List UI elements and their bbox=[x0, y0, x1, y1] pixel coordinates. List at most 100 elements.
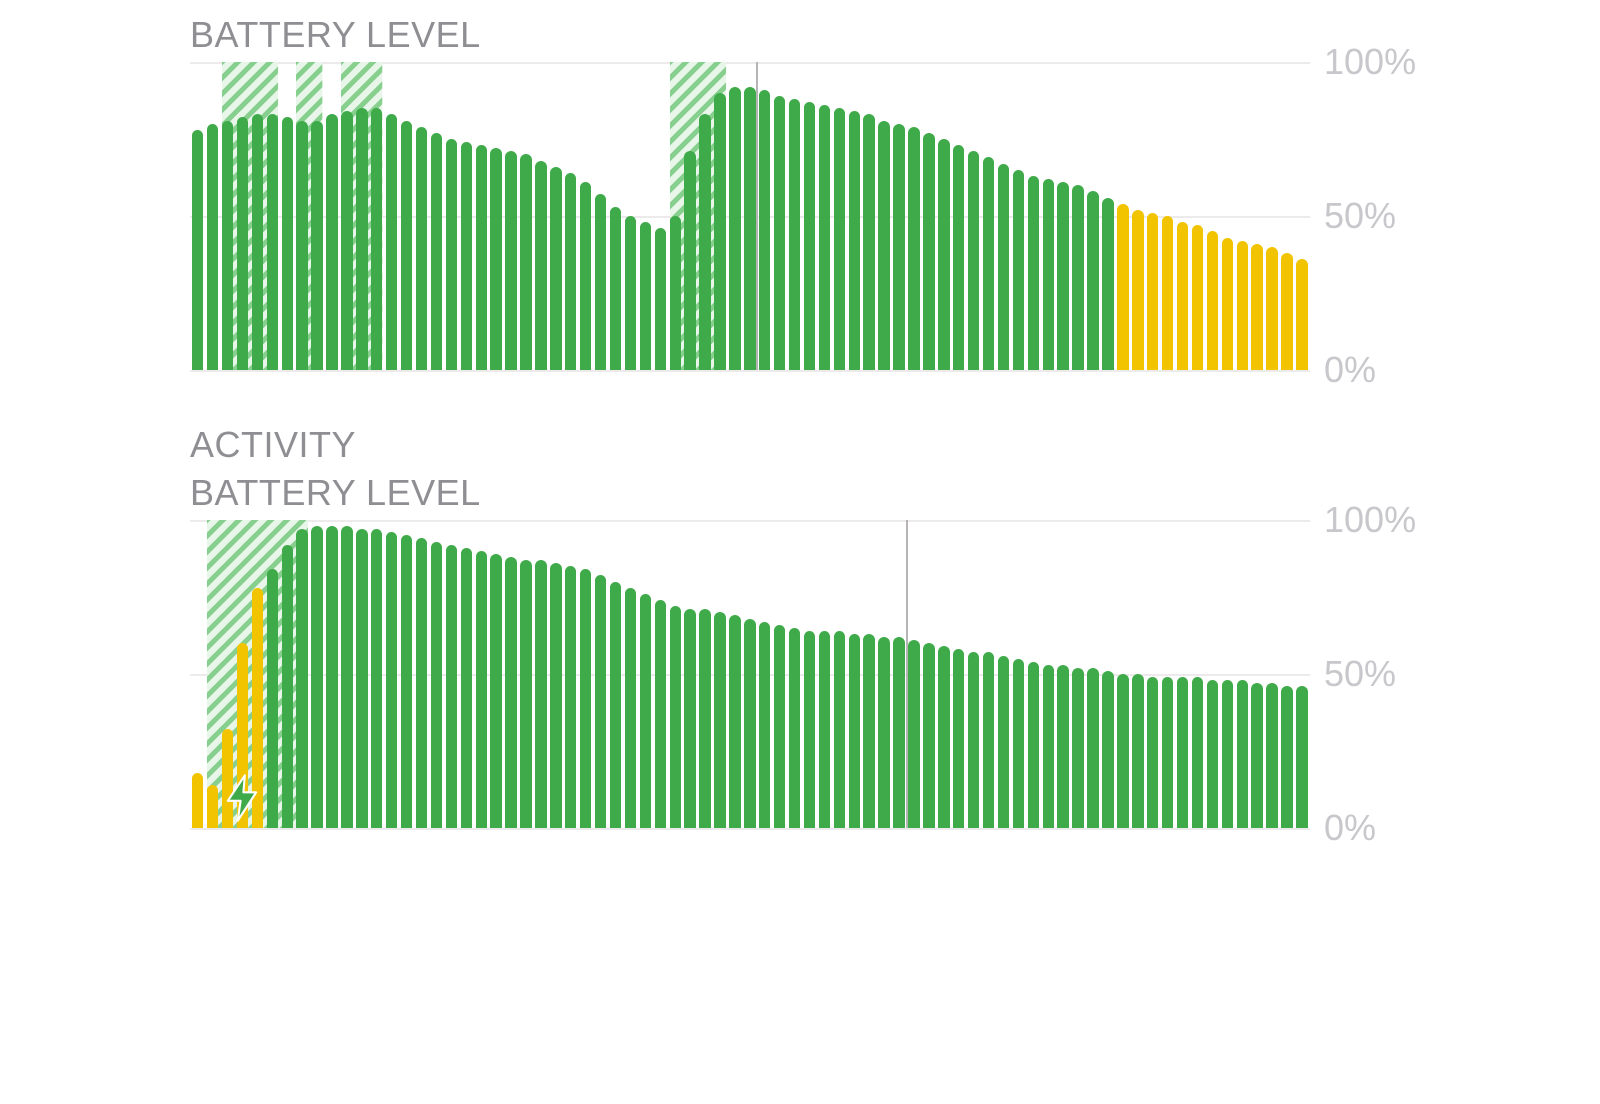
bar bbox=[699, 609, 710, 828]
bar bbox=[789, 628, 800, 828]
bar bbox=[714, 93, 725, 370]
bar bbox=[550, 167, 561, 370]
bar bbox=[684, 151, 695, 370]
bar bbox=[670, 606, 681, 828]
bar bbox=[252, 114, 263, 370]
battery-charts-wrap: BATTERY LEVEL 100%50%0% ACTIVITYBATTERY … bbox=[190, 0, 1470, 828]
bar bbox=[1192, 677, 1203, 828]
bar bbox=[356, 108, 367, 370]
bar bbox=[1072, 185, 1083, 370]
bar bbox=[1043, 179, 1054, 370]
bar bbox=[610, 207, 621, 370]
bar bbox=[282, 545, 293, 828]
bar bbox=[878, 637, 889, 828]
bar bbox=[267, 569, 278, 828]
bar bbox=[849, 111, 860, 370]
bar bbox=[1117, 674, 1128, 828]
bar bbox=[625, 216, 636, 370]
activity-battery-level-section: ACTIVITYBATTERY LEVEL 100%50%0% bbox=[190, 424, 1470, 828]
bar bbox=[1237, 680, 1248, 828]
y-axis-label: 50% bbox=[1324, 653, 1396, 695]
bar bbox=[1072, 668, 1083, 828]
activity-battery-level-chart bbox=[190, 520, 1310, 828]
bar bbox=[1132, 674, 1143, 828]
bar bbox=[610, 582, 621, 828]
charging-bolt-icon bbox=[225, 774, 259, 822]
gridline bbox=[190, 828, 1310, 830]
bar bbox=[371, 529, 382, 828]
bar bbox=[789, 99, 800, 370]
bar bbox=[1296, 686, 1307, 828]
chart-title-line: BATTERY LEVEL bbox=[190, 472, 1470, 514]
bar bbox=[670, 216, 681, 370]
bar bbox=[1207, 680, 1218, 828]
bar bbox=[863, 114, 874, 370]
bar bbox=[699, 114, 710, 370]
bar bbox=[938, 646, 949, 828]
bar bbox=[983, 652, 994, 828]
bar bbox=[535, 161, 546, 370]
bar bbox=[893, 637, 904, 828]
bar bbox=[849, 634, 860, 828]
bar bbox=[774, 96, 785, 370]
bar bbox=[878, 121, 889, 370]
bar bbox=[953, 649, 964, 828]
bar bbox=[326, 526, 337, 828]
bar bbox=[908, 127, 919, 370]
bar bbox=[401, 121, 412, 370]
bar bbox=[282, 117, 293, 370]
bar bbox=[714, 612, 725, 828]
bar bbox=[804, 631, 815, 828]
bar bbox=[1132, 210, 1143, 370]
bar bbox=[625, 588, 636, 828]
bar bbox=[446, 545, 457, 828]
bar bbox=[520, 154, 531, 370]
bar bbox=[1192, 225, 1203, 370]
bar bbox=[476, 145, 487, 370]
bar bbox=[1057, 665, 1068, 828]
bar bbox=[1281, 253, 1292, 370]
bar bbox=[893, 124, 904, 370]
bar bbox=[744, 619, 755, 828]
bar bbox=[505, 557, 516, 828]
bar bbox=[1162, 216, 1173, 370]
bar bbox=[595, 194, 606, 370]
bar bbox=[1102, 198, 1113, 370]
bar bbox=[1222, 238, 1233, 370]
bar bbox=[550, 563, 561, 828]
bar bbox=[759, 90, 770, 370]
bar bbox=[237, 117, 248, 370]
bar bbox=[834, 631, 845, 828]
bar bbox=[1266, 247, 1277, 370]
bar bbox=[1028, 176, 1039, 370]
bar bbox=[1117, 204, 1128, 370]
y-axis-label: 0% bbox=[1324, 807, 1376, 849]
bar bbox=[386, 114, 397, 370]
bar bbox=[416, 127, 427, 370]
bar bbox=[1237, 241, 1248, 370]
y-axis: 100%50%0% bbox=[1310, 62, 1440, 370]
bar bbox=[655, 600, 666, 828]
bar bbox=[476, 551, 487, 828]
bar bbox=[356, 529, 367, 828]
bar bbox=[923, 133, 934, 370]
chart-title: BATTERY LEVEL bbox=[190, 14, 1470, 56]
y-axis-label: 50% bbox=[1324, 195, 1396, 237]
battery-level-chart bbox=[190, 62, 1310, 370]
bar bbox=[207, 124, 218, 370]
bar bbox=[1102, 671, 1113, 828]
bar bbox=[1207, 231, 1218, 370]
bar bbox=[490, 148, 501, 370]
battery-level-section: BATTERY LEVEL 100%50%0% bbox=[190, 14, 1470, 370]
y-axis: 100%50%0% bbox=[1310, 520, 1440, 828]
bar bbox=[207, 785, 218, 828]
bar bbox=[968, 652, 979, 828]
bar bbox=[968, 151, 979, 370]
bar bbox=[505, 151, 516, 370]
bars bbox=[190, 62, 1310, 370]
bar bbox=[371, 108, 382, 370]
bar bbox=[729, 615, 740, 828]
bar bbox=[431, 133, 442, 370]
bar bbox=[1043, 665, 1054, 828]
bar bbox=[1177, 222, 1188, 370]
